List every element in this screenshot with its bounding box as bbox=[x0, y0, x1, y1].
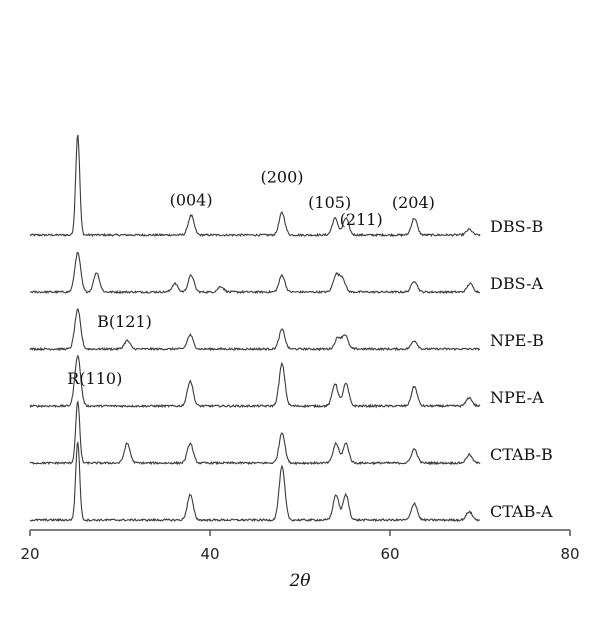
x-axis-ticks: 20 40 60 80 bbox=[20, 530, 580, 563]
series-label-ctab-a: CTAB-A bbox=[490, 502, 553, 521]
peak-annotations: (004) (200) (105)(211) (204) B(121) R(110) bbox=[67, 168, 435, 388]
series-trace-ctab-a bbox=[29, 440, 481, 523]
peak-label: R(110) bbox=[67, 369, 122, 388]
series-label-dbs-a: DBS-A bbox=[490, 274, 544, 293]
series-traces bbox=[29, 134, 481, 523]
x-axis-title: 2θ bbox=[288, 571, 310, 591]
peak-label: (211) bbox=[340, 210, 383, 229]
peak-label: (200) bbox=[260, 168, 303, 187]
series-trace-npe-a bbox=[29, 354, 481, 409]
series-trace-dbs-b bbox=[29, 134, 481, 238]
peak-label: (004) bbox=[170, 190, 213, 209]
series-labels: DBS-B DBS-A NPE-B NPE-A CTAB-B CTAB-A bbox=[490, 217, 553, 521]
series-label-dbs-b: DBS-B bbox=[490, 217, 543, 236]
series-trace-dbs-a bbox=[29, 251, 481, 295]
x-tick-label: 80 bbox=[560, 545, 579, 563]
x-tick-label: 60 bbox=[380, 545, 399, 563]
series-trace-npe-b bbox=[29, 308, 481, 352]
x-tick-label: 20 bbox=[20, 545, 39, 563]
series-label-npe-b: NPE-B bbox=[490, 331, 544, 350]
peak-label: (105) bbox=[308, 193, 351, 212]
series-trace-ctab-b bbox=[29, 399, 481, 466]
x-tick-label: 40 bbox=[200, 545, 219, 563]
peak-label: (204) bbox=[392, 193, 435, 212]
series-label-ctab-b: CTAB-B bbox=[490, 445, 553, 464]
peak-label: B(121) bbox=[97, 312, 152, 331]
series-label-npe-a: NPE-A bbox=[490, 388, 544, 407]
